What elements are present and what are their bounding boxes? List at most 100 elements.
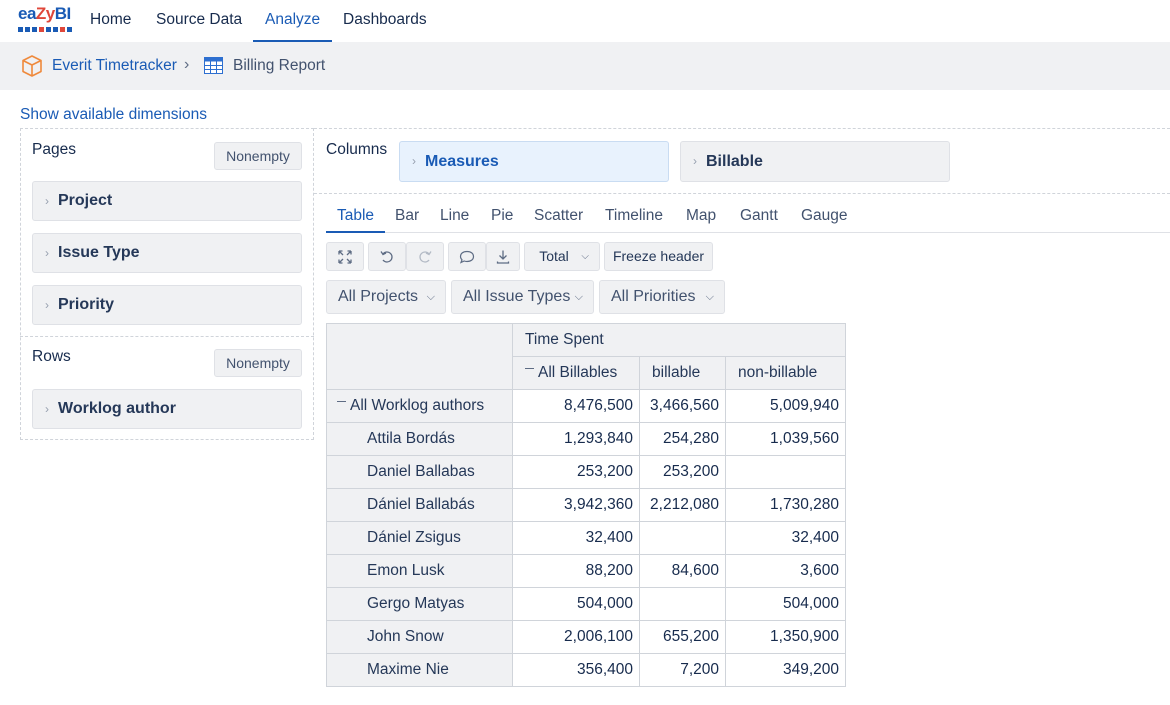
table-cell: 8,476,500: [512, 389, 640, 423]
report-table: Time Spent All Billables billable non-bi…: [326, 323, 846, 687]
collapse-icon[interactable]: [337, 401, 346, 403]
table-row: Emon Lusk 88,200 84,600 3,600: [326, 554, 846, 588]
chevron-down-icon: ⌵: [426, 291, 435, 303]
pages-rows-panel: [20, 128, 314, 440]
table-cell: 356,400: [512, 653, 640, 687]
nav-analyze[interactable]: Analyze: [253, 0, 333, 42]
row-header[interactable]: Dániel Zsigus: [326, 521, 513, 555]
rows-label: Rows: [32, 348, 71, 365]
nav-source-data[interactable]: Source Data: [156, 11, 243, 28]
table-cell: 1,039,560: [725, 422, 846, 456]
nav-dashboards[interactable]: Dashboards: [343, 11, 427, 28]
table-cell: [639, 587, 726, 621]
row-header-all-worklog-authors[interactable]: All Worklog authors: [326, 389, 513, 423]
measure-header[interactable]: Time Spent: [512, 323, 846, 357]
pages-dimension-project[interactable]: › Project: [32, 181, 302, 221]
table-cell: 253,200: [512, 455, 640, 489]
collapse-icon[interactable]: [525, 368, 534, 370]
tab-timeline[interactable]: Timeline: [605, 207, 663, 224]
table-cell: 655,200: [639, 620, 726, 654]
tab-table[interactable]: Table: [326, 207, 386, 233]
table-cell: 504,000: [512, 587, 640, 621]
table-grid-icon: [204, 57, 223, 74]
chevron-right-icon: ›: [693, 154, 697, 168]
chevron-down-icon: ⌵: [574, 291, 583, 303]
redo-button[interactable]: [406, 242, 444, 271]
cube-icon: [20, 54, 44, 78]
chevron-right-icon: ›: [45, 246, 49, 260]
columns-dimension-billable[interactable]: › Billable: [680, 141, 950, 182]
rows-nonempty-button[interactable]: Nonempty: [214, 349, 302, 377]
table-row-total: All Worklog authors 8,476,500 3,466,560 …: [326, 389, 846, 423]
table-cell: 84,600: [639, 554, 726, 588]
tab-map[interactable]: Map: [686, 207, 717, 224]
table-cell: 3,466,560: [639, 389, 726, 423]
breadcrumb-account-link[interactable]: Everit Timetracker: [52, 57, 177, 74]
chevron-down-icon: ⌵: [581, 251, 589, 262]
chevron-right-icon: ›: [45, 402, 49, 416]
table-row: Daniel Ballabas 253,200 253,200: [326, 455, 846, 489]
tab-bar[interactable]: Bar: [395, 207, 420, 224]
filter-priorities[interactable]: All Priorities ⌵: [599, 280, 725, 314]
column-header-all-billables[interactable]: All Billables: [512, 356, 640, 390]
chart-type-tabs: Table Bar Line Pie Scatter Timeline Map …: [326, 200, 1170, 233]
row-header[interactable]: Daniel Ballabas: [326, 455, 513, 489]
pages-dimension-issue-type[interactable]: › Issue Type: [32, 233, 302, 273]
download-icon: [496, 250, 510, 264]
table-cell: 32,400: [512, 521, 640, 555]
tab-gauge[interactable]: Gauge: [801, 207, 848, 224]
nav-home[interactable]: Home: [90, 11, 132, 28]
table-row: John Snow 2,006,100 655,200 1,350,900: [326, 620, 846, 654]
breadcrumb-report-title: Billing Report: [233, 57, 326, 74]
table-cell: 253,200: [639, 455, 726, 489]
table-cell: 3,600: [725, 554, 846, 588]
row-header[interactable]: Dániel Ballabás: [326, 488, 513, 522]
row-header[interactable]: John Snow: [326, 620, 513, 654]
download-button[interactable]: [486, 242, 520, 271]
chevron-right-icon: ›: [184, 56, 190, 73]
table-cell: 349,200: [725, 653, 846, 687]
breadcrumb: Everit Timetracker › Billing Report: [0, 42, 1170, 90]
expand-button[interactable]: [326, 242, 364, 271]
table-row: Maxime Nie 356,400 7,200 349,200: [326, 653, 846, 687]
filter-issue-types[interactable]: All Issue Types ⌵: [451, 280, 594, 314]
eazybi-logo[interactable]: eaZyBI: [18, 5, 72, 37]
table-cell: [725, 455, 846, 489]
total-dropdown[interactable]: Total ⌵: [524, 242, 600, 271]
table-cell: 504,000: [725, 587, 846, 621]
chevron-right-icon: ›: [45, 298, 49, 312]
column-header[interactable]: billable: [639, 356, 726, 390]
undo-button[interactable]: [368, 242, 406, 271]
show-available-dimensions-link[interactable]: Show available dimensions: [20, 106, 207, 123]
table-cell: 2,212,080: [639, 488, 726, 522]
freeze-header-button[interactable]: Freeze header: [604, 242, 713, 271]
tab-line[interactable]: Line: [440, 207, 470, 224]
pages-nonempty-button[interactable]: Nonempty: [214, 142, 302, 170]
columns-dimension-measures[interactable]: › Measures: [399, 141, 669, 182]
table-row: Dániel Ballabás 3,942,360 2,212,080 1,73…: [326, 488, 846, 522]
pages-label: Pages: [32, 141, 76, 158]
table-cell: 2,006,100: [512, 620, 640, 654]
tab-scatter[interactable]: Scatter: [534, 207, 584, 224]
columns-label: Columns: [326, 141, 388, 158]
filter-projects[interactable]: All Projects ⌵: [326, 280, 446, 314]
table-cell: 1,293,840: [512, 422, 640, 456]
row-header[interactable]: Emon Lusk: [326, 554, 513, 588]
table-cell: 32,400: [725, 521, 846, 555]
pages-dimension-priority[interactable]: › Priority: [32, 285, 302, 325]
comment-icon: [459, 250, 475, 264]
row-header[interactable]: Attila Bordás: [326, 422, 513, 456]
rows-dimension-worklog-author[interactable]: › Worklog author: [32, 389, 302, 429]
row-header[interactable]: Maxime Nie: [326, 653, 513, 687]
table-cell: [639, 521, 726, 555]
table-row: Dániel Zsigus 32,400 32,400: [326, 521, 846, 555]
tab-gantt[interactable]: Gantt: [740, 207, 778, 224]
row-header[interactable]: Gergo Matyas: [326, 587, 513, 621]
comment-button[interactable]: [448, 242, 486, 271]
redo-icon: [419, 250, 432, 263]
column-header[interactable]: non-billable: [725, 356, 846, 390]
table-corner: [326, 323, 513, 390]
table-cell: 1,730,280: [725, 488, 846, 522]
tab-pie[interactable]: Pie: [491, 207, 514, 224]
panel-divider: [20, 336, 314, 337]
